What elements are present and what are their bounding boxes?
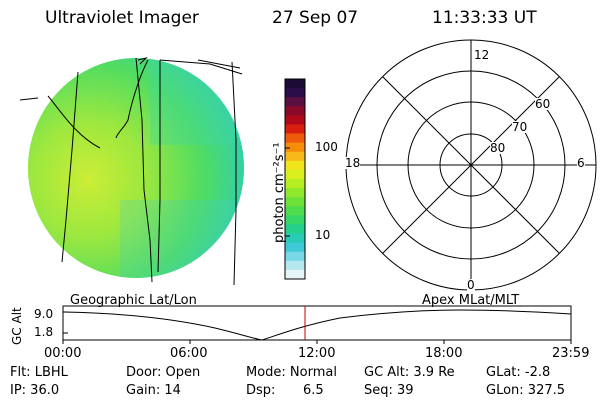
glat-status: GLat: -2.8	[486, 365, 551, 380]
ip-status: IP: 36.0	[10, 383, 60, 398]
mlt-label-0: 0	[467, 278, 475, 292]
colorbar-band	[285, 242, 305, 253]
x-tick-0600: 06:00	[170, 346, 208, 361]
colorbar-band	[285, 206, 305, 216]
colorbar-tick-100: 100	[315, 140, 338, 154]
dsp-label: Dsp:	[246, 383, 276, 398]
x-tick-1800: 18:00	[425, 346, 463, 361]
colorbar-band	[285, 251, 305, 262]
mlt-label-12: 12	[474, 48, 490, 62]
x-tick-1200: 12:00	[298, 346, 336, 361]
colorbar-band	[285, 151, 305, 162]
seq-status: Seq: 39	[364, 383, 414, 398]
colorbar-band	[285, 224, 305, 235]
colorbar-band	[285, 269, 305, 280]
mlt-label-6: 6	[577, 156, 585, 170]
colorbar-band	[285, 133, 305, 144]
colorbar-band	[285, 169, 305, 180]
mlt-label-18: 18	[345, 156, 361, 170]
colorbar-band	[285, 88, 305, 98]
observation-time: 11:33:33 UT	[432, 8, 537, 28]
colorbar-band	[285, 115, 305, 125]
lat-label-70: 70	[512, 120, 528, 134]
mode-status: Mode: Normal	[246, 365, 337, 380]
colorbar-tick-10: 10	[315, 228, 331, 242]
geographic-label: Geographic Lat/Lon	[70, 293, 197, 308]
colorbar-band	[285, 233, 305, 244]
lat-label-60: 60	[535, 97, 551, 111]
colorbar-band	[285, 142, 305, 153]
lat-label-80: 80	[490, 141, 506, 155]
y-tick-high: 9.0	[34, 307, 54, 321]
colorbar-band	[285, 106, 305, 116]
gc-alt-status: GC Alt: 3.9 Re	[364, 365, 455, 380]
glon-status: GLon: 327.5	[486, 383, 566, 398]
colorbar-band	[285, 188, 305, 198]
door-status: Door: Open	[126, 365, 201, 380]
colorbar-band	[285, 160, 305, 171]
gain-status: Gain: 14	[126, 383, 181, 398]
observation-date: 27 Sep 07	[272, 8, 359, 28]
filter-status: Flt: LBHL	[10, 365, 68, 380]
dsp-value: 6.5	[303, 383, 324, 398]
y-tick-low: 1.8	[34, 325, 54, 339]
colorbar-band	[285, 260, 305, 271]
x-tick-0000: 00:00	[44, 346, 82, 361]
apex-label: Apex MLat/MLT	[422, 293, 520, 308]
x-tick-2359: 23:59	[552, 346, 590, 361]
instrument-title: Ultraviolet Imager	[45, 8, 199, 28]
colorbar-band	[285, 79, 305, 89]
colorbar-band	[285, 215, 305, 225]
colorbar-band	[285, 179, 305, 189]
colorbar-band	[285, 97, 305, 107]
colorbar-band	[285, 197, 305, 207]
colorbar-band	[285, 124, 305, 135]
